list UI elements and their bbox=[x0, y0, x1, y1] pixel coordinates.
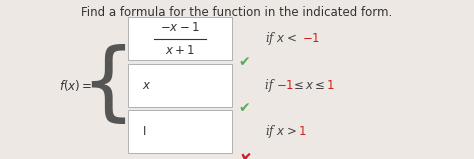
Text: $-1$: $-1$ bbox=[276, 79, 294, 92]
Text: $1$: $1$ bbox=[298, 125, 306, 138]
Text: $x$: $x$ bbox=[142, 79, 152, 92]
Text: if $x > $: if $x > $ bbox=[265, 123, 297, 140]
Text: $1$: $1$ bbox=[326, 79, 335, 92]
Text: ✘: ✘ bbox=[238, 152, 250, 159]
Text: $\{$: $\{$ bbox=[80, 43, 126, 127]
Text: $ \leq x \leq $: $ \leq x \leq $ bbox=[291, 79, 325, 92]
FancyBboxPatch shape bbox=[128, 64, 232, 107]
Text: if: if bbox=[265, 79, 277, 92]
FancyBboxPatch shape bbox=[128, 17, 232, 60]
Text: ✔: ✔ bbox=[238, 101, 250, 115]
FancyBboxPatch shape bbox=[128, 110, 232, 153]
Text: $-x-1$: $-x-1$ bbox=[160, 21, 200, 34]
Text: ✔: ✔ bbox=[238, 55, 250, 69]
Text: $\mathrm{I}$: $\mathrm{I}$ bbox=[142, 125, 146, 138]
Text: $-1$: $-1$ bbox=[302, 32, 320, 45]
Text: Find a formula for the function in the indicated form.: Find a formula for the function in the i… bbox=[82, 6, 392, 19]
Text: $x+1$: $x+1$ bbox=[165, 44, 195, 57]
Text: if $x < $: if $x < $ bbox=[265, 31, 297, 47]
Text: $f(x) =$: $f(x) =$ bbox=[59, 78, 92, 93]
